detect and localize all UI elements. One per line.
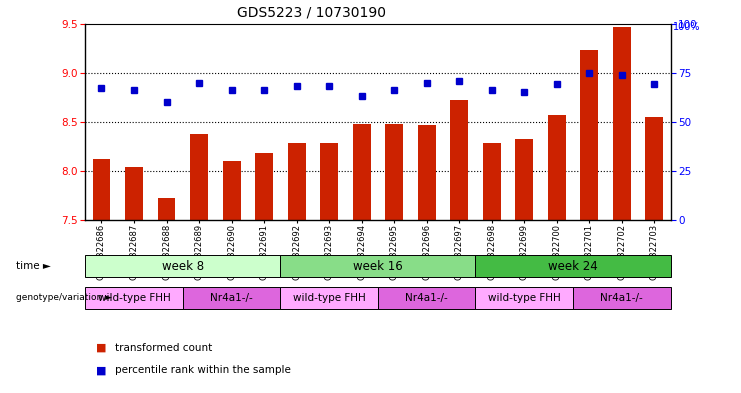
Bar (280, 287, 378, 309)
Bar (580, 50, 598, 220)
Text: week 24: week 24 (548, 260, 598, 273)
Text: transformed count: transformed count (115, 343, 212, 353)
Text: ■: ■ (96, 343, 107, 353)
Bar (645, 117, 663, 220)
Text: percentile rank within the sample: percentile rank within the sample (115, 365, 290, 375)
Bar (125, 167, 143, 220)
Bar (320, 143, 338, 220)
Text: ■: ■ (96, 365, 107, 375)
Bar (613, 27, 631, 220)
Bar (378, 287, 476, 309)
Bar (85, 255, 280, 277)
Bar (280, 255, 476, 277)
Text: 100%: 100% (673, 22, 700, 31)
Text: Nr4a1-/-: Nr4a1-/- (210, 293, 253, 303)
Bar (93, 159, 110, 220)
Text: genotype/variation ►: genotype/variation ► (16, 294, 113, 302)
Bar (190, 134, 208, 220)
Text: week 16: week 16 (353, 260, 403, 273)
Text: week 8: week 8 (162, 260, 204, 273)
Bar (515, 139, 534, 220)
Bar (183, 287, 280, 309)
Bar (158, 198, 176, 220)
Bar (85, 287, 183, 309)
Bar (573, 287, 671, 309)
Bar (548, 115, 565, 220)
Bar (476, 287, 573, 309)
Text: wild-type FHH: wild-type FHH (98, 293, 170, 303)
Bar (385, 124, 403, 220)
Bar (288, 143, 305, 220)
Bar (222, 161, 241, 220)
Bar (255, 153, 273, 220)
Text: wild-type FHH: wild-type FHH (293, 293, 365, 303)
Bar (451, 100, 468, 220)
Text: GDS5223 / 10730190: GDS5223 / 10730190 (236, 6, 386, 20)
Text: wild-type FHH: wild-type FHH (488, 293, 561, 303)
Text: time ►: time ► (16, 261, 51, 272)
Bar (353, 124, 370, 220)
Bar (483, 143, 501, 220)
Text: Nr4a1-/-: Nr4a1-/- (600, 293, 643, 303)
Text: Nr4a1-/-: Nr4a1-/- (405, 293, 448, 303)
Bar (476, 255, 671, 277)
Bar (418, 125, 436, 220)
